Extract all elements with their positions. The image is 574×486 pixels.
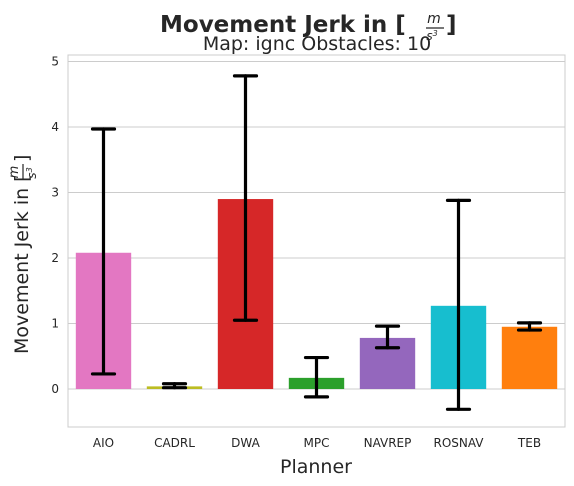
y-axis-label: Movement Jerk in [ m s3 ]	[7, 155, 39, 354]
chart-title-suffix: ]	[446, 12, 457, 38]
x-tick-label-rosnav: ROSNAV	[433, 436, 484, 450]
y-tick-labels: 0 1 2 3 4 5	[51, 55, 59, 397]
bar-teb	[501, 326, 558, 389]
error-bar-teb	[516, 321, 543, 332]
x-tick-label-mpc: MPC	[304, 436, 330, 450]
error-bar-mpc	[303, 355, 330, 399]
x-tick-label-dwa: DWA	[231, 436, 260, 450]
y-tick-label-2: 2	[51, 251, 59, 265]
error-bar-cadrl	[161, 382, 188, 390]
y-tick-label-3: 3	[51, 186, 59, 200]
error-bars	[90, 74, 543, 411]
x-tick-label-aio: AIO	[93, 436, 114, 450]
x-axis-label: Planner	[280, 456, 352, 478]
svg-text:m: m	[7, 166, 22, 179]
x-tick-label-cadrl: CADRL	[154, 436, 195, 450]
x-tick-label-teb: TEB	[517, 436, 541, 450]
chart-title: Movement Jerk in [ m s3 ]	[160, 11, 457, 43]
svg-text:]: ]	[11, 155, 33, 162]
y-tick-label-5: 5	[51, 55, 59, 69]
error-bar-aio	[90, 127, 117, 376]
svg-text:s3: s3	[25, 167, 39, 178]
error-bar-rosnav	[445, 198, 472, 411]
y-tick-label-4: 4	[51, 120, 59, 134]
plot-area: 0 1 2 3 4 5 AIO CADRL DWA MPC NAVREP ROSNAV TEB	[51, 54, 566, 450]
chart-subtitle: Map: ignc Obstacles: 10	[203, 33, 431, 55]
x-tick-labels: AIO CADRL DWA MPC NAVREP ROSNAV TEB	[93, 436, 541, 450]
gridlines	[68, 61, 565, 390]
title-unit-denominator: s3	[426, 29, 437, 43]
svg-text:Movement Jerk in [: Movement Jerk in [	[11, 174, 33, 354]
y-tick-label-0: 0	[51, 382, 59, 396]
svg-text:Movement Jerk in [: Movement Jerk in [	[160, 12, 406, 38]
chart-title-prefix: Movement Jerk in [	[160, 12, 406, 38]
plot-frame	[67, 54, 566, 428]
error-bar-dwa	[232, 74, 259, 322]
y-tick-label-1: 1	[51, 317, 59, 331]
x-tick-label-navrep: NAVREP	[364, 436, 412, 450]
error-bar-navrep	[374, 324, 401, 350]
title-unit-numerator: m	[427, 11, 441, 27]
